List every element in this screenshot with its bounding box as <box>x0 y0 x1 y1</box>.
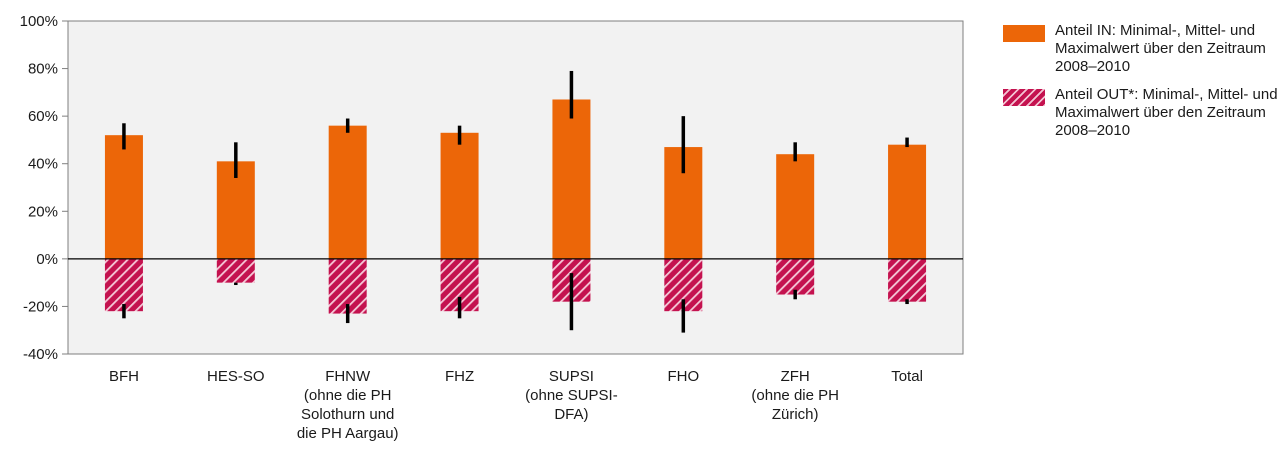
legend-swatch-out <box>1003 89 1045 106</box>
y-tick-label: 20% <box>28 203 58 220</box>
legend: Anteil IN: Minimal-, Mittel- und Maximal… <box>1003 22 1278 150</box>
category-label: FHNW (ohne die PH Solothurn und die PH Aarg… <box>297 368 399 442</box>
legend-swatch-in <box>1003 25 1045 42</box>
category-label: FHZ <box>445 368 474 385</box>
y-tick-label: -20% <box>23 298 58 315</box>
category-label: BFH <box>109 368 139 385</box>
legend-label-out: Anteil OUT*: Minimal-, Mittel- und Maxim… <box>1055 86 1278 139</box>
category-label: SUPSI (ohne SUPSI-DFA) <box>525 368 618 423</box>
bar-out <box>776 258 815 295</box>
legend-item-in: Anteil IN: Minimal-, Mittel- und Maximal… <box>1003 22 1278 76</box>
bar-out <box>216 258 255 283</box>
bar-in <box>552 99 591 259</box>
bar-in <box>328 125 367 259</box>
legend-label-in: Anteil IN: Minimal-, Mittel- und Maximal… <box>1055 22 1266 75</box>
bar-in <box>440 132 479 259</box>
bar-out <box>888 258 927 302</box>
y-tick-label: 80% <box>28 61 58 78</box>
y-tick-label: -40% <box>23 346 58 363</box>
y-tick-label: 40% <box>28 156 58 173</box>
bar-in <box>776 154 815 259</box>
y-tick-label: 0% <box>36 251 58 268</box>
category-label: Total <box>891 368 923 385</box>
bar-in <box>888 144 927 259</box>
category-label: ZFH (ohne die PH Zürich) <box>751 368 839 423</box>
category-label: FHO <box>667 368 699 385</box>
y-tick-label: 60% <box>28 108 58 125</box>
category-label: HES-SO <box>207 368 265 385</box>
y-tick-label: 100% <box>20 13 58 30</box>
plot-area <box>67 20 964 355</box>
bar-in <box>104 135 143 259</box>
legend-item-out: Anteil OUT*: Minimal-, Mittel- und Maxim… <box>1003 86 1278 140</box>
bar-out <box>104 258 143 312</box>
